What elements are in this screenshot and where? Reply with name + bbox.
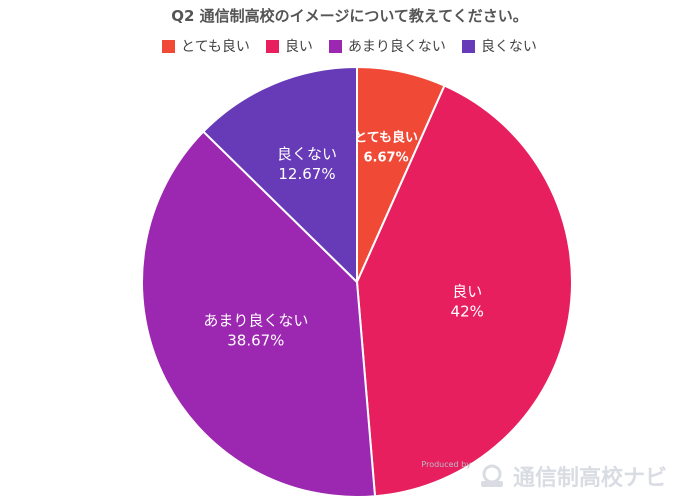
legend-swatch-not-so-good [328, 39, 342, 53]
slice-label-very-good: とても良い [354, 129, 418, 145]
slice-value-not-good: 12.67% [278, 165, 335, 183]
legend-label-not-good: 良くない [480, 39, 537, 55]
legend-swatch-very-good [162, 39, 176, 53]
chart-title: Q2 通信制高校のイメージについて教えてください。 [171, 7, 528, 25]
pie-slice-not-good[interactable] [201, 65, 358, 285]
legend-label-very-good: とても良い [181, 39, 250, 55]
school-icon [480, 464, 503, 487]
legend-swatch-good [265, 39, 279, 53]
legend-item-very-good[interactable]: とても良い [162, 36, 250, 56]
watermark: Produced by 通信制高校ナビ [421, 460, 667, 492]
slice-value-not-so-good: 38.67% [227, 332, 284, 350]
pie-slice-good[interactable] [355, 84, 573, 498]
legend-item-not-so-good[interactable]: あまり良くない [328, 36, 446, 56]
slice-value-good: 42% [451, 303, 484, 321]
legend-item-not-good[interactable]: 良くない [461, 36, 537, 56]
slice-label-good: 良い [452, 283, 482, 301]
slice-label-not-so-good: あまり良くない [203, 312, 308, 330]
legend-label-good: 良い [284, 39, 313, 55]
legend-label-not-so-good: あまり良くない [347, 39, 446, 55]
slice-value-very-good: 6.67% [364, 150, 409, 165]
watermark-brand: 通信制高校ナビ [512, 466, 667, 491]
legend-swatch-not-good [461, 39, 475, 53]
watermark-credit: Produced by [421, 460, 471, 469]
pie-slice-not-so-good[interactable] [141, 130, 377, 498]
legend: とても良い 良い あまり良くない 良くない [0, 36, 699, 56]
slice-label-not-good: 良くない [277, 145, 337, 163]
legend-item-good[interactable]: 良い [265, 36, 313, 56]
